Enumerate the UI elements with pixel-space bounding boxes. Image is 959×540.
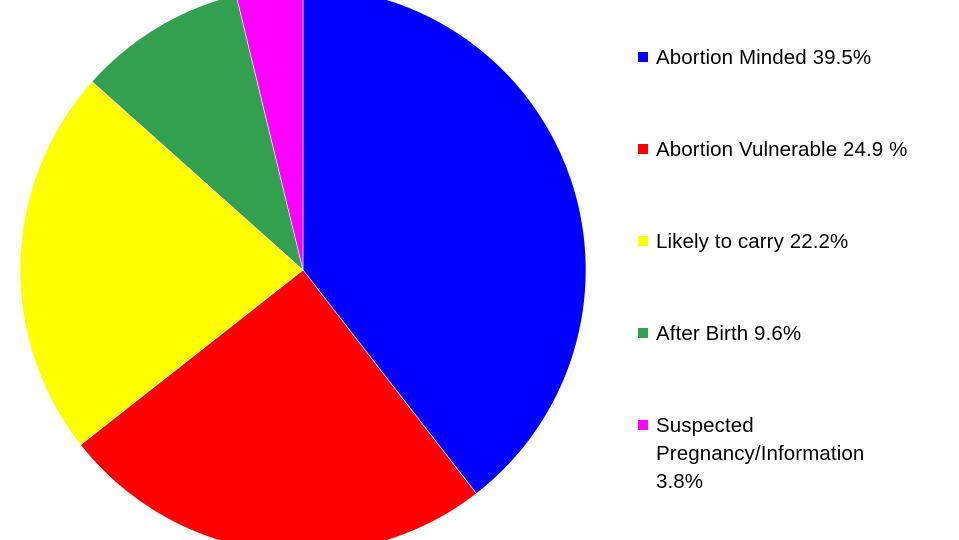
chart-legend: Abortion Minded 39.5% Abortion Vulnerabl… <box>638 44 953 504</box>
legend-label-after-birth: After Birth 9.6% <box>656 322 802 345</box>
pie-slice-abortion-vulnerable <box>80 269 477 540</box>
legend-swatch-likely-to-carry <box>638 236 648 246</box>
legend-label-abortion-minded: Abortion Minded 39.5% <box>656 46 872 69</box>
legend-item-after-birth: After Birth 9.6% <box>638 320 953 412</box>
pie-slices <box>19 0 587 540</box>
legend-swatch-after-birth <box>638 328 648 338</box>
legend-swatch-abortion-vulnerable <box>638 144 648 154</box>
pie-slice-suspected-pregnancy <box>236 0 304 271</box>
legend-item-abortion-minded: Abortion Minded 39.5% <box>638 44 953 136</box>
legend-label-suspected-pregnancy: Suspected Pregnancy/Information 3.8% <box>656 414 865 493</box>
pie-slice-abortion-minded <box>302 0 587 495</box>
legend-swatch-suspected-pregnancy <box>638 420 648 430</box>
legend-item-likely-to-carry: Likely to carry 22.2% <box>638 228 953 320</box>
pie-slice-after-birth <box>91 0 304 271</box>
legend-label-abortion-vulnerable: Abortion Vulnerable 24.9 % <box>656 138 908 161</box>
legend-label-likely-to-carry: Likely to carry 22.2% <box>656 230 849 253</box>
legend-item-suspected-pregnancy: Suspected Pregnancy/Information 3.8% <box>638 412 953 504</box>
pie-slice-likely-to-carry <box>19 81 304 446</box>
legend-swatch-abortion-minded <box>638 52 648 62</box>
legend-item-abortion-vulnerable: Abortion Vulnerable 24.9 % <box>638 136 953 228</box>
